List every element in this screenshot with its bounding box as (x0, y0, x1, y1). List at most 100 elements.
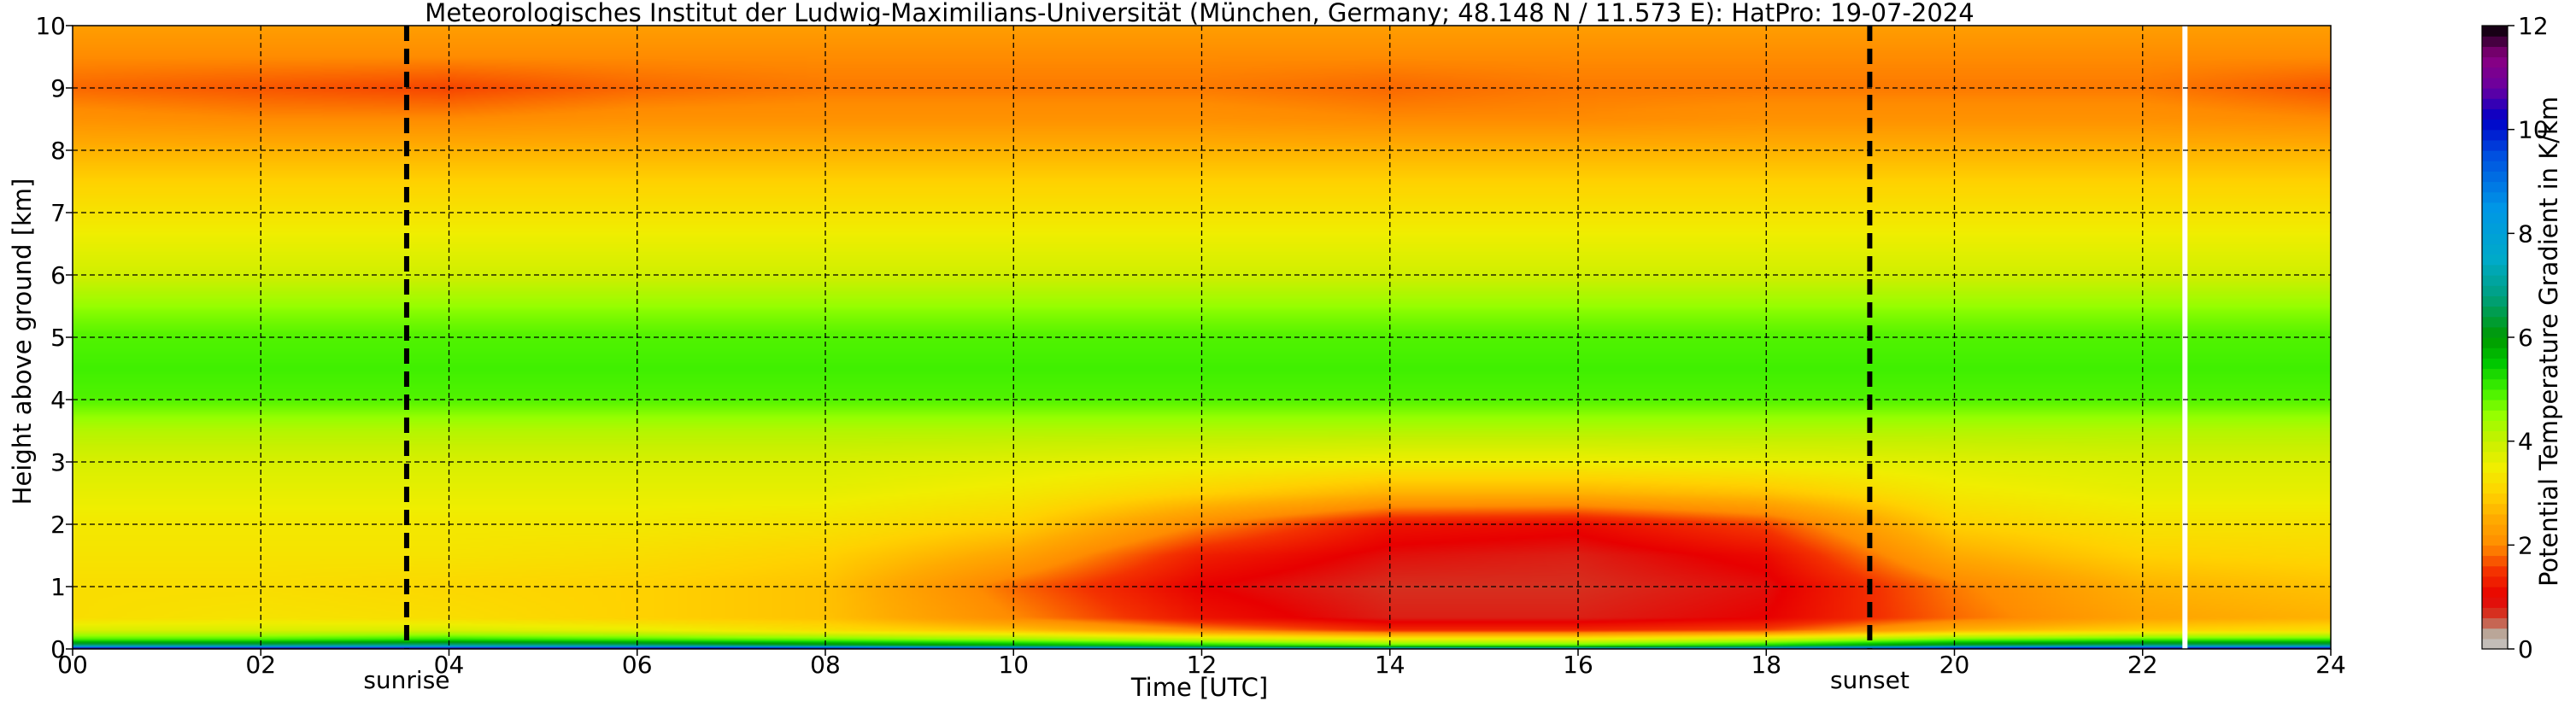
colorbar-segment (2482, 545, 2508, 557)
colorbar-segment (2482, 503, 2508, 515)
colorbar-segment (2482, 348, 2508, 359)
colorbar-segment (2482, 524, 2508, 535)
colorbar-segment (2482, 565, 2508, 577)
colorbar-tick-label: 12 (2518, 12, 2549, 40)
x-tick-label: 00 (57, 651, 88, 679)
colorbar-segment (2482, 607, 2508, 619)
colorbar-segment (2482, 638, 2508, 650)
colorbar-tick-label: 0 (2518, 635, 2533, 663)
event-markers: sunrise sunset (363, 26, 1910, 694)
colorbar-segment (2482, 441, 2508, 453)
colorbar-segment (2482, 98, 2508, 109)
colorbar-segment (2482, 233, 2508, 245)
colorbar-segment (2482, 46, 2508, 58)
colorbar-segment (2482, 213, 2508, 224)
colorbar-segment (2482, 139, 2508, 151)
y-tick-label: 3 (50, 448, 66, 476)
colorbar-tick-label: 6 (2518, 324, 2533, 352)
colorbar-segment (2482, 389, 2508, 400)
colorbar-segment (2482, 36, 2508, 47)
colorbar-segment (2482, 337, 2508, 348)
colorbar-segment (2482, 202, 2508, 213)
colorbar-label: Potential Temperature Gradient in K/km (2534, 96, 2563, 587)
x-tick-label: 06 (622, 651, 653, 679)
colorbar-segment (2482, 295, 2508, 307)
colorbar: 0 2 4 6 8 10 12 (2481, 12, 2549, 663)
y-tick-label: 1 (50, 573, 66, 601)
x-tick-label: 08 (810, 651, 841, 679)
colorbar-tick-label: 2 (2518, 531, 2533, 559)
colorbar-segment (2482, 150, 2508, 161)
x-tick-label: 24 (2315, 651, 2346, 679)
y-tick-label: 10 (35, 12, 66, 40)
colorbar-segment (2482, 88, 2508, 99)
colorbar-segment (2482, 316, 2508, 328)
x-tick-label: 12 (1187, 651, 1218, 679)
colorbar-segment (2482, 420, 2508, 432)
colorbar-segment (2482, 275, 2508, 286)
colorbar-segment (2482, 535, 2508, 546)
colorbar-segment (2482, 191, 2508, 203)
colorbar-segment (2482, 617, 2508, 629)
colorbar-segment (2482, 264, 2508, 276)
colorbar-segment (2482, 161, 2508, 172)
colorbar-segment (2482, 587, 2508, 598)
y-tick-label: 4 (50, 386, 66, 414)
colorbar-segment (2482, 306, 2508, 318)
colorbar-segment (2482, 77, 2508, 89)
x-tick-label: 10 (998, 651, 1029, 679)
chart-title: Meteorologisches Institut der Ludwig-Max… (425, 0, 1974, 27)
colorbar-segment (2482, 108, 2508, 120)
colorbar-segment (2482, 171, 2508, 183)
colorbar-segment (2482, 243, 2508, 255)
grid (73, 26, 2331, 649)
colorbar-segment (2482, 410, 2508, 421)
colorbar-tick-label: 10 (2518, 116, 2549, 144)
colorbar-segment (2482, 119, 2508, 131)
colorbar-segment (2482, 513, 2508, 525)
colorbar-segment (2482, 368, 2508, 380)
colorbar-tick-label: 4 (2518, 428, 2533, 456)
colorbar-segment (2482, 326, 2508, 338)
colorbar-segment (2482, 597, 2508, 608)
colorbar-segment (2482, 223, 2508, 234)
colorbar-segment (2482, 26, 2508, 37)
x-tick-label: 04 (434, 651, 465, 679)
sunrise-label: sunrise (363, 666, 449, 694)
colorbar-segment (2482, 129, 2508, 141)
y-axis-label: Height above ground [km] (8, 178, 37, 505)
colorbar-segment (2482, 482, 2508, 494)
colorbar-segment (2482, 555, 2508, 567)
x-tick-label: 14 (1375, 651, 1405, 679)
y-tick-label: 0 (50, 635, 66, 663)
y-tick-label: 6 (50, 261, 66, 289)
colorbar-segment (2482, 451, 2508, 463)
colorbar-segment (2482, 493, 2508, 505)
x-tick-label: 18 (1751, 651, 1781, 679)
y-tick-label: 5 (50, 324, 66, 352)
colorbar-segment (2482, 254, 2508, 266)
colorbar-segment (2482, 576, 2508, 587)
colorbar-segment (2482, 472, 2508, 483)
colorbar-segment (2482, 67, 2508, 79)
sunset-label: sunset (1830, 666, 1910, 694)
y-tick-label: 8 (50, 137, 66, 165)
colorbar-segment (2482, 462, 2508, 473)
x-tick-label: 20 (1939, 651, 1970, 679)
colorbar-segment (2482, 56, 2508, 68)
x-axis-label: Time [UTC] (1130, 673, 1268, 702)
colorbar-segment (2482, 285, 2508, 296)
y-tick-label: 2 (50, 511, 66, 539)
colorbar-tick-label: 8 (2518, 219, 2533, 248)
colorbar-segment (2482, 181, 2508, 193)
x-tick-label: 22 (2127, 651, 2158, 679)
y-tick-label: 9 (50, 74, 66, 102)
colorbar-segment (2482, 378, 2508, 390)
colorbar-segment (2482, 430, 2508, 442)
colorbar-segment (2482, 628, 2508, 640)
y-tick-label: 7 (50, 199, 66, 227)
colorbar-segment (2482, 400, 2508, 411)
